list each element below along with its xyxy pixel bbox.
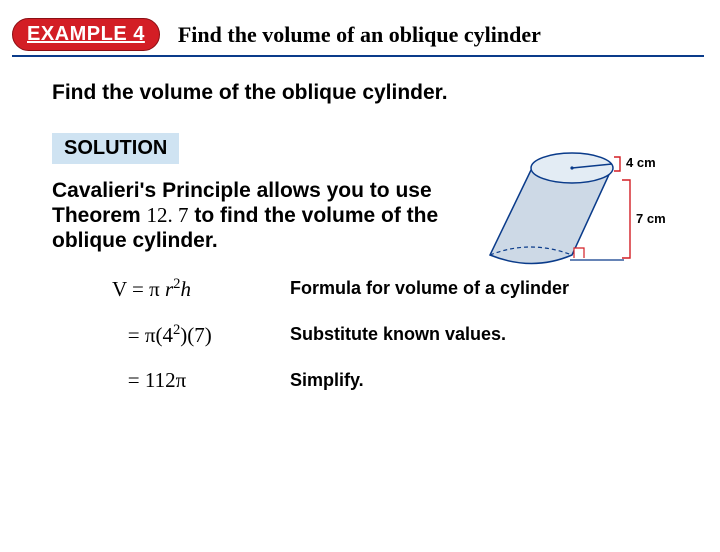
step-formula-1: = π(42)(7): [112, 322, 262, 348]
step-formula-2: = 112π: [112, 368, 262, 393]
radius-bracket: [614, 157, 620, 171]
center-dot: [570, 166, 573, 169]
title-bar: EXAMPLE 4 Find the volume of an oblique …: [12, 12, 704, 57]
theorem-number: 12. 7: [147, 203, 189, 227]
example-title: Find the volume of an oblique cylinder: [178, 22, 541, 48]
example-badge: EXAMPLE 4: [12, 18, 160, 51]
right-angle-icon: [574, 248, 584, 258]
radius-label: 4 cm: [626, 155, 656, 170]
height-label: 7 cm: [636, 211, 666, 226]
cylinder-figure: 4 cm 7 cm: [472, 140, 692, 290]
cylinder-side: [490, 168, 612, 264]
step-formula-0: V = π r2h: [112, 276, 262, 302]
steps-grid: V = π r2h Formula for volume of a cylind…: [112, 276, 700, 393]
explanation-text: Cavalieri's Principle allows you to use …: [52, 178, 452, 254]
step-desc-2: Simplify.: [290, 370, 700, 391]
step-desc-1: Substitute known values.: [290, 324, 700, 345]
problem-prompt: Find the volume of the oblique cylinder.: [52, 81, 700, 105]
solution-label: SOLUTION: [52, 133, 179, 164]
height-bracket: [622, 180, 630, 258]
